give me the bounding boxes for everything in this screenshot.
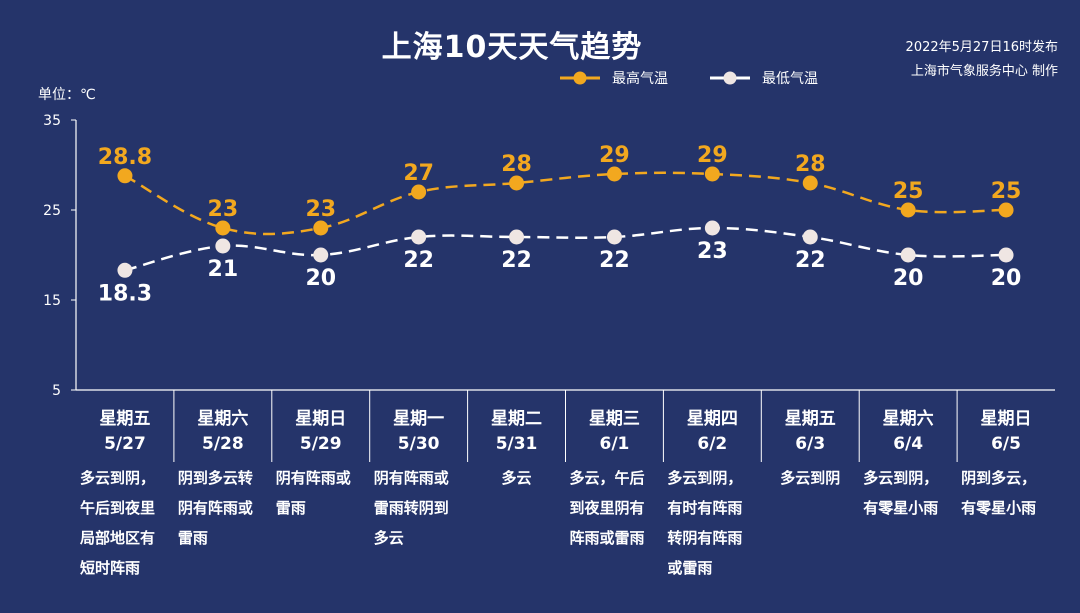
weekday-label: 星期日	[295, 409, 347, 429]
legend-high: 最高气温	[558, 68, 668, 88]
weather-description: 多云到阴	[780, 469, 841, 487]
high-temp-data-label: 25	[991, 179, 1022, 204]
day-header: 星期日 6/5	[957, 392, 1055, 462]
legend-high-label: 最高气温	[612, 71, 668, 87]
low-temp-data-label: 22	[501, 248, 532, 273]
low-temp-point	[606, 229, 622, 245]
day-header: 星期五 5/27	[76, 392, 174, 462]
low-temp-point	[117, 262, 133, 278]
date-label: 5/30	[397, 434, 440, 454]
weekday-label: 星期二	[491, 409, 543, 429]
high-temp-point	[313, 220, 329, 236]
y-unit-label: 单位：℃	[38, 87, 96, 103]
high-temp-data-label: 23	[208, 197, 239, 222]
day-header: 星期六 5/28	[174, 392, 272, 462]
y-tick-label: 25	[43, 203, 61, 219]
low-temp-point	[900, 247, 916, 263]
high-temp-line	[124, 171, 1007, 236]
high-temp-point	[998, 202, 1014, 218]
weekday-label: 星期六	[197, 409, 249, 429]
low-temp-line	[124, 226, 1007, 272]
low-temp-data-label: 23	[697, 239, 728, 264]
weekday-label: 星期一	[393, 409, 445, 429]
high-temp-data-label: 23	[305, 197, 336, 222]
high-temp-data-label: 25	[893, 179, 924, 204]
low-temp-point	[509, 229, 525, 245]
legend-low-marker-icon	[710, 71, 750, 85]
chart-title: 上海10天天气趋势	[381, 30, 643, 65]
weekday-label: 星期五	[784, 409, 836, 429]
low-temp-data-label: 20	[305, 266, 336, 291]
low-temp-point	[802, 229, 818, 245]
low-temp-point	[704, 220, 720, 236]
high-temp-data-label: 27	[403, 161, 434, 186]
publish-time: 2022年5月27日16时发布	[905, 40, 1058, 55]
low-temp-data-label: 22	[599, 248, 630, 273]
low-temp-data-label: 21	[208, 257, 239, 282]
publisher: 上海市气象服务中心 制作	[910, 64, 1058, 79]
low-temp-data-label: 22	[403, 248, 434, 273]
date-label: 5/28	[201, 434, 244, 454]
weekday-label: 星期日	[980, 409, 1032, 429]
low-temp-data-label: 18.3	[98, 281, 152, 306]
date-label: 5/31	[495, 434, 538, 454]
weather-description: 多云到阴，有零星小雨	[863, 469, 939, 517]
weather-description: 阴到多云，有零星小雨	[961, 469, 1037, 517]
low-temp-data-label: 20	[893, 266, 924, 291]
legend-low-label: 最低气温	[762, 71, 818, 87]
weather-description: 阴有阵雨或雷雨转阴到多云	[373, 469, 449, 547]
legend-high-marker-icon	[560, 71, 600, 85]
low-temp-data-label: 22	[795, 248, 826, 273]
date-label: 5/27	[104, 434, 146, 454]
day-header: 星期三 6/1	[566, 392, 664, 462]
day-header: 星期一 5/30	[370, 392, 468, 462]
high-temp-point	[802, 175, 818, 191]
weekday-label: 星期五	[99, 409, 151, 429]
high-temp-data-label: 29	[697, 143, 728, 168]
high-temp-data-label: 28	[795, 152, 826, 177]
date-label: 6/1	[599, 434, 630, 454]
weather-description: 多云	[501, 469, 532, 487]
y-tick-label: 5	[52, 383, 61, 399]
low-temp-point	[411, 229, 427, 245]
weekday-label: 星期四	[686, 409, 738, 429]
high-temp-data-label: 29	[599, 143, 630, 168]
day-header: 星期五 6/3	[761, 392, 859, 462]
weekday-label: 星期三	[588, 409, 640, 429]
high-temp-point	[606, 166, 622, 182]
weather-description: 多云，午后到夜里阴有阵雨或雷雨	[569, 469, 645, 547]
high-temp-data-label: 28	[501, 152, 532, 177]
date-label: 5/29	[299, 434, 342, 454]
low-temp-point	[313, 247, 329, 263]
high-temp-point	[117, 168, 133, 184]
day-header: 星期二 5/31	[468, 392, 566, 462]
weekday-label: 星期六	[882, 409, 934, 429]
low-temp-data-label: 20	[991, 266, 1022, 291]
y-tick-label: 15	[43, 293, 61, 309]
low-temp-point	[998, 247, 1014, 263]
weather-description: 阴有阵雨或雷雨	[275, 469, 351, 517]
date-label: 6/3	[795, 434, 826, 454]
high-temp-point	[215, 220, 231, 236]
high-temp-point	[900, 202, 916, 218]
high-temp-point	[509, 175, 525, 191]
high-temp-data-label: 28.8	[98, 145, 152, 170]
y-tick-label: 35	[43, 113, 61, 129]
high-temp-point	[704, 166, 720, 182]
day-header: 星期六 6/4	[859, 392, 957, 462]
weather-description: 阴到多云转阴有阵雨或雷雨	[177, 469, 253, 547]
low-temp-point	[215, 238, 231, 254]
high-temp-point	[411, 184, 427, 200]
day-header: 星期日 5/29	[272, 392, 370, 462]
date-label: 6/2	[697, 434, 728, 454]
weather-description: 多云到阴，有时有阵雨转阴有阵雨或雷雨	[667, 469, 743, 577]
date-label: 6/4	[893, 434, 924, 454]
day-header: 星期四 6/2	[663, 392, 761, 462]
publish-info: 2022年5月27日16时发布 上海市气象服务中心 制作	[906, 36, 1058, 84]
weather-description: 多云到阴，午后到夜里局部地区有短时阵雨	[80, 469, 156, 577]
date-label: 6/5	[991, 434, 1021, 454]
legend-low: 最低气温	[708, 68, 818, 88]
